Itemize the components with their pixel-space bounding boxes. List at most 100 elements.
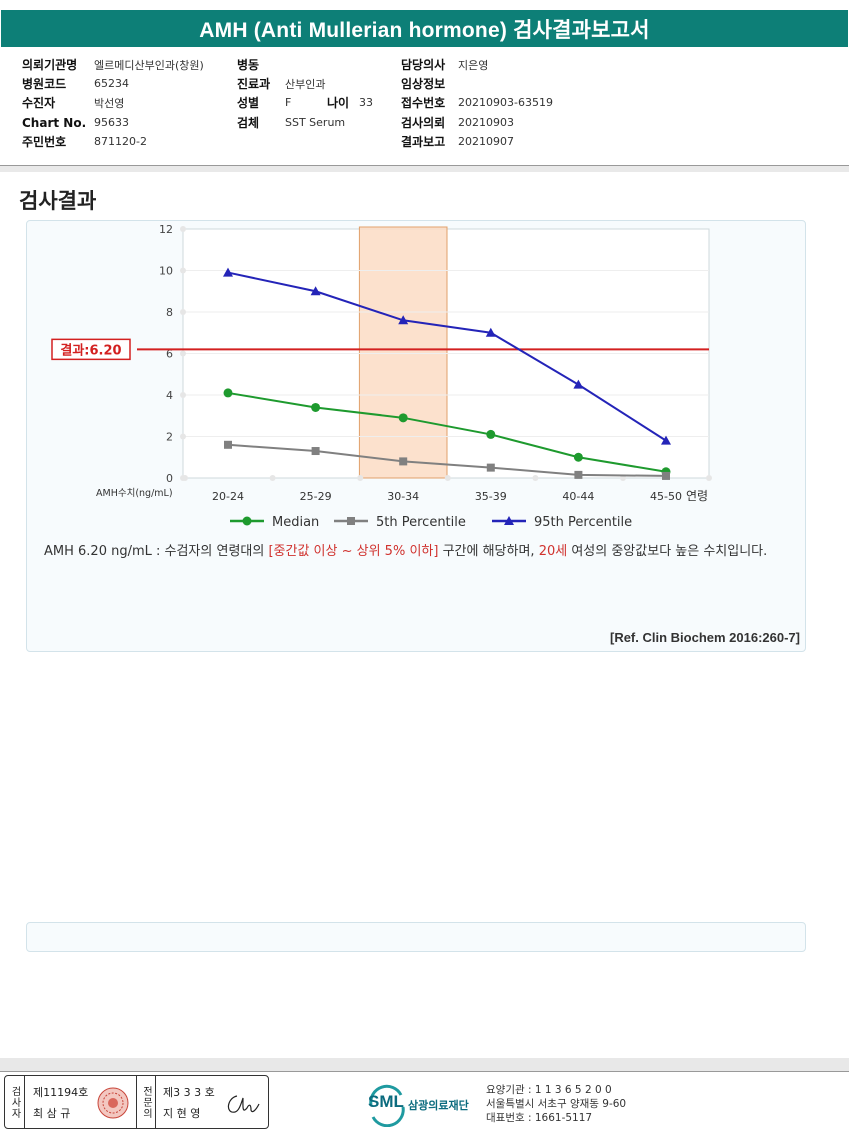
y-tick-label: 4: [166, 389, 173, 402]
inspector-label-text: 검사자: [9, 1085, 20, 1119]
5th-percentile-point: [224, 440, 232, 449]
contact-info: 요양기관 : 1 1 3 6 5 2 0 0 서울특별시 서초구 양재동 9-6…: [486, 1083, 626, 1125]
median-legend-label: Median: [272, 515, 319, 530]
info-value: 20210903-63519: [458, 96, 553, 109]
inspector-name: 최 삼 규: [33, 1107, 71, 1120]
specialist-license: 제3 3 3 호: [163, 1086, 215, 1099]
x-tick-label: 20-24: [212, 490, 244, 503]
info-row: 접수번호 20210903-63519: [401, 94, 553, 111]
x-tick-label: 25-29: [300, 490, 332, 503]
specialist-name: 지 현 영: [163, 1107, 201, 1120]
amh-chart: 0 2 4 6 8 10 12 20-24 25-29 30-34 35-39 40-44 45-50 연…: [51, 223, 712, 530]
median-point: [398, 413, 408, 423]
result-label-box: [51, 338, 131, 361]
info-row: 결과보고 20210907: [401, 133, 514, 150]
info-label: 병동: [237, 58, 260, 72]
x-tick-dot: [182, 475, 188, 481]
contact-line: 요양기관 : 1 1 3 6 5 2 0 0: [486, 1084, 612, 1096]
info-value: 박선영: [94, 96, 125, 110]
95th-percentile-point: [223, 267, 233, 277]
specialist-label-text: 전문의: [140, 1085, 152, 1119]
median-legend-marker: [242, 516, 252, 526]
info-row: 담당의사 지은영: [401, 56, 488, 73]
info-value: 엘르메디산부인과(창원): [94, 58, 204, 72]
x-axis-suffix: 연령: [686, 489, 708, 503]
info-value: SST Serum: [285, 116, 346, 129]
info-row: 성별 F 나이 33: [237, 94, 373, 111]
info-label: 성별: [237, 96, 260, 110]
info-label: 임상정보: [401, 77, 446, 91]
y-tick-label: 8: [166, 306, 173, 319]
info-row: 의뢰기관명 엘르메디산부인과(창원): [22, 56, 204, 73]
95th-percentile-legend-label: 95th Percentile: [534, 515, 632, 530]
y-tick-label: 10: [159, 265, 173, 278]
median-point: [573, 452, 583, 462]
info-row: 진료과 산부인과: [237, 75, 325, 92]
footer-divider: [0, 1071, 849, 1072]
95th-percentile-line: [227, 271, 667, 442]
median-point: [311, 402, 321, 412]
x-tick-dot: [269, 475, 276, 481]
median-line: [227, 391, 667, 473]
info-label: 병원코드: [22, 77, 67, 91]
reference-citation: [Ref. Clin Biochem 2016:260-7]: [609, 630, 800, 645]
95th-percentile-point: [485, 327, 496, 337]
info-value: 20210907: [458, 135, 514, 148]
info-row: 주민번호 871120-2: [22, 133, 147, 150]
5th-percentile-legend-label: 5th Percentile: [376, 515, 466, 530]
info-label: 검체: [237, 116, 260, 130]
info-label: 의뢰기관명: [22, 58, 78, 72]
age-label: 나이: [327, 96, 350, 110]
sml-logo-text: SML: [368, 1092, 404, 1111]
x-tick-dot: [620, 475, 626, 481]
x-tick-label: 35-39: [475, 490, 507, 503]
result-description: AMH 6.20 ng/mL : 수검자의 연령대의 [중간값 이상 ~ 상위 …: [44, 541, 814, 562]
5th-percentile-point: [311, 447, 320, 456]
x-tick-label: 30-34: [387, 490, 419, 503]
95th-percentile-point: [661, 435, 671, 445]
median-point: [486, 429, 496, 439]
desc-highlight-range: [중간값 이상 ~ 상위 5% 이하]: [268, 544, 439, 559]
x-tick-label: 40-44: [562, 490, 594, 503]
info-label: 주민번호: [22, 135, 67, 149]
5th-percentile-point: [574, 470, 583, 479]
desc-text: 구간에 해당하며,: [438, 544, 539, 559]
info-label: 진료과: [237, 77, 271, 91]
info-label: 검사의뢰: [401, 116, 446, 130]
desc-highlight-age: 20세: [538, 544, 568, 559]
y-tick-dot: [180, 433, 186, 440]
5th-percentile-point: [486, 463, 495, 472]
95th-percentile-legend-marker: [504, 516, 514, 525]
info-row: 병원코드 65234: [22, 75, 129, 92]
section-divider: [0, 166, 849, 172]
inspector-license: 제11194호: [33, 1086, 89, 1099]
info-label: 담당의사: [401, 58, 446, 72]
info-row: 수진자 박선영: [22, 94, 124, 111]
x-tick-dot: [532, 475, 539, 481]
info-row: 임상정보: [401, 75, 458, 92]
x-tick-dot: [357, 475, 364, 481]
org-name: 삼광의료재단: [408, 1099, 469, 1112]
info-value: 65234: [94, 77, 129, 90]
y-axis-label: AMH수치(ng/mL): [96, 487, 173, 499]
5th-percentile-legend-marker: [347, 517, 355, 525]
inspector-seal-icon: [97, 1087, 129, 1119]
age-group-highlight: [358, 226, 448, 479]
5th-percentile-point: [399, 457, 408, 466]
signature-box: 검사자 제11194호 최 삼 규 전문의 제3 3 3 호 지 현 영: [4, 1075, 269, 1129]
median-point: [223, 388, 233, 398]
info-value: 871120-2: [94, 135, 147, 148]
x-tick-label: 45-50: [650, 490, 682, 503]
info-row: 검체 SST Serum: [237, 114, 345, 131]
y-tick-dot: [180, 392, 186, 398]
age-value: 33: [359, 96, 373, 109]
comment-panel: [26, 922, 806, 952]
info-value: 지은영: [458, 58, 489, 72]
info-label: 결과보고: [401, 135, 446, 149]
section-title: 검사결과: [19, 189, 97, 213]
desc-text: AMH 6.20 ng/mL : 수검자의 연령대의: [44, 544, 269, 559]
5th-percentile-point: [662, 471, 670, 480]
5th-percentile-line: [227, 443, 667, 477]
info-row: 병동: [237, 56, 285, 73]
result-label: 결과:6.20: [60, 342, 121, 358]
